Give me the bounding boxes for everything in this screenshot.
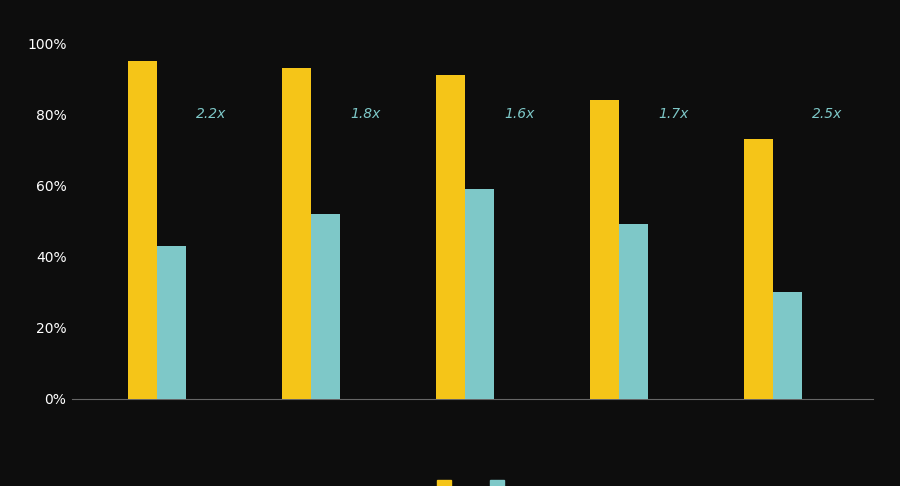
Bar bbox=[619, 225, 648, 399]
Text: 2.2x: 2.2x bbox=[196, 107, 226, 121]
Bar bbox=[590, 100, 619, 399]
Bar bbox=[157, 245, 185, 399]
Legend: , : , bbox=[431, 474, 514, 486]
Bar bbox=[744, 139, 773, 399]
Text: 2.5x: 2.5x bbox=[812, 107, 842, 121]
Text: 1.8x: 1.8x bbox=[350, 107, 381, 121]
Bar bbox=[464, 189, 494, 399]
Bar bbox=[282, 68, 310, 399]
Bar bbox=[310, 214, 340, 399]
Text: 1.6x: 1.6x bbox=[504, 107, 535, 121]
Bar bbox=[128, 61, 157, 399]
Bar bbox=[436, 75, 464, 399]
Text: 1.7x: 1.7x bbox=[658, 107, 688, 121]
Bar bbox=[773, 292, 802, 399]
